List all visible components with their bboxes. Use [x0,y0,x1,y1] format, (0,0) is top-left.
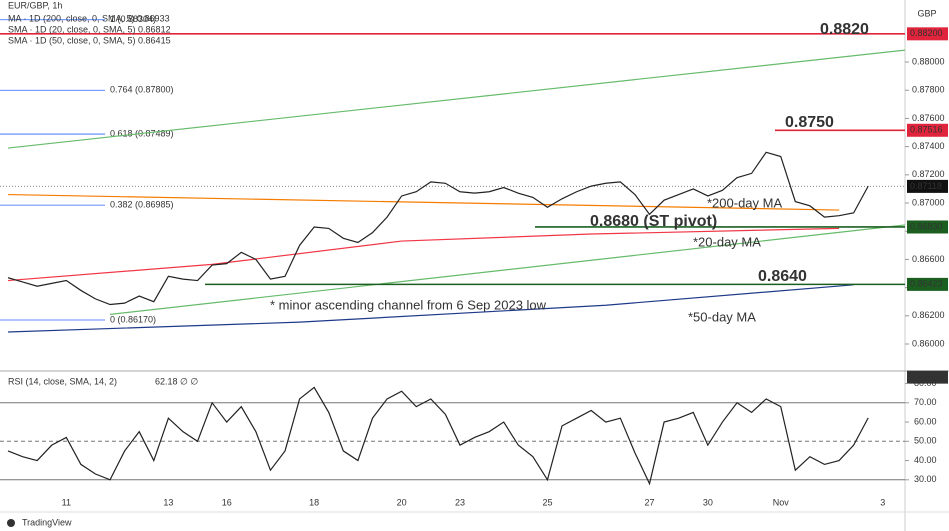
fib-label: 0.382 (0.86985) [110,200,174,210]
legend-entry: SMA · 1D (50, close, 0, SMA, 5) 0.86415 [8,35,171,45]
fib-label: 0.764 (0.87800) [110,85,174,95]
overlay-line [7,284,854,333]
y-tick-label: 0.86600 [912,254,945,264]
annotation: *50-day MA [688,309,756,324]
y-tick-label: 50.00 [914,436,937,446]
y-tick-label: 30.00 [914,474,937,484]
y-tick-label: 0.86200 [912,310,945,320]
x-tick-label: 18 [309,497,319,507]
y-tick-label: 0.87000 [912,197,945,207]
x-tick-label: 27 [645,497,655,507]
fib-label: 0 (0.86170) [110,314,156,324]
overlay-line [7,227,840,282]
x-tick-label: 11 [62,497,71,507]
annotation: *200-day MA [707,195,782,210]
y-tick-label: 40.00 [914,455,937,465]
logo [7,519,15,527]
rsi-extra: ∅ ∅ [180,376,198,386]
y-tick-label: 0.88000 [912,56,945,66]
price-tag-label: 0.86830 [910,221,943,231]
x-tick-label: 23 [455,497,465,507]
legend-entry: MA · 1D (200, close, 0, SMA, 5) 0.86933 [8,13,170,23]
level-text: 0.8680 (ST pivot) [590,213,717,230]
price-pane: 1 (0.88304)0.764 (0.87800)0.618 (0.87489… [0,14,905,333]
level-text: 0.8820 [820,21,869,38]
price-line [7,151,869,306]
overlay-line [109,224,905,315]
price-tag [907,370,948,384]
price-line [7,386,869,486]
y-tick-label: 0.87400 [912,141,945,151]
price-tag [907,277,948,291]
x-tick-label: 16 [222,497,232,507]
price-tag-label: 0.86423 [910,279,943,289]
overlay-line [7,193,840,211]
y-tick-label: 0.87600 [912,113,945,123]
price-tag [907,123,948,137]
rsi-value: 62.18 [155,376,178,386]
y-tick-label: 80.00 [914,378,937,388]
y-tick-label: 70.00 [914,397,937,407]
x-tick-label: 3 [880,497,885,507]
footer: TradingView [22,517,72,527]
x-tick-label: 20 [397,497,407,507]
chart-title: EUR/GBP, 1h [8,0,62,10]
annotation: *20-day MA [693,234,761,249]
price-tag-label: 0.87118 [910,181,942,191]
x-tick-label: 13 [163,497,173,507]
level-text: 0.8640 [758,268,807,285]
y-tick-label: 60.00 [914,416,937,426]
y-tick-label: 0.86000 [912,338,945,348]
price-tag-label: 0.88200 [910,28,943,38]
rsi-title: RSI (14, close, SMA, 14, 2) [8,376,117,386]
price-tag [907,27,948,41]
level-text: 0.8750 [785,114,834,131]
currency: GBP [917,8,936,18]
rsi-pane [0,386,905,486]
y-tick-label: 0.87800 [912,85,945,95]
price-tag [907,220,948,234]
fib-label: 1 (0.88304) [110,14,156,24]
x-tick-label: 30 [703,497,713,507]
x-tick-label: Nov [773,497,790,507]
annotation: * minor ascending channel from 6 Sep 202… [270,297,547,312]
y-tick-label: 0.87200 [912,169,945,179]
price-tag-label: 0.87516 [910,125,943,135]
price-tag [907,179,948,193]
price-tag-label: 0.85765 [910,372,943,382]
legend-entry: SMA · 1D (20, close, 0, SMA, 5) 0.86812 [8,24,171,34]
overlay-line [7,49,905,149]
x-tick-label: 25 [542,497,552,507]
